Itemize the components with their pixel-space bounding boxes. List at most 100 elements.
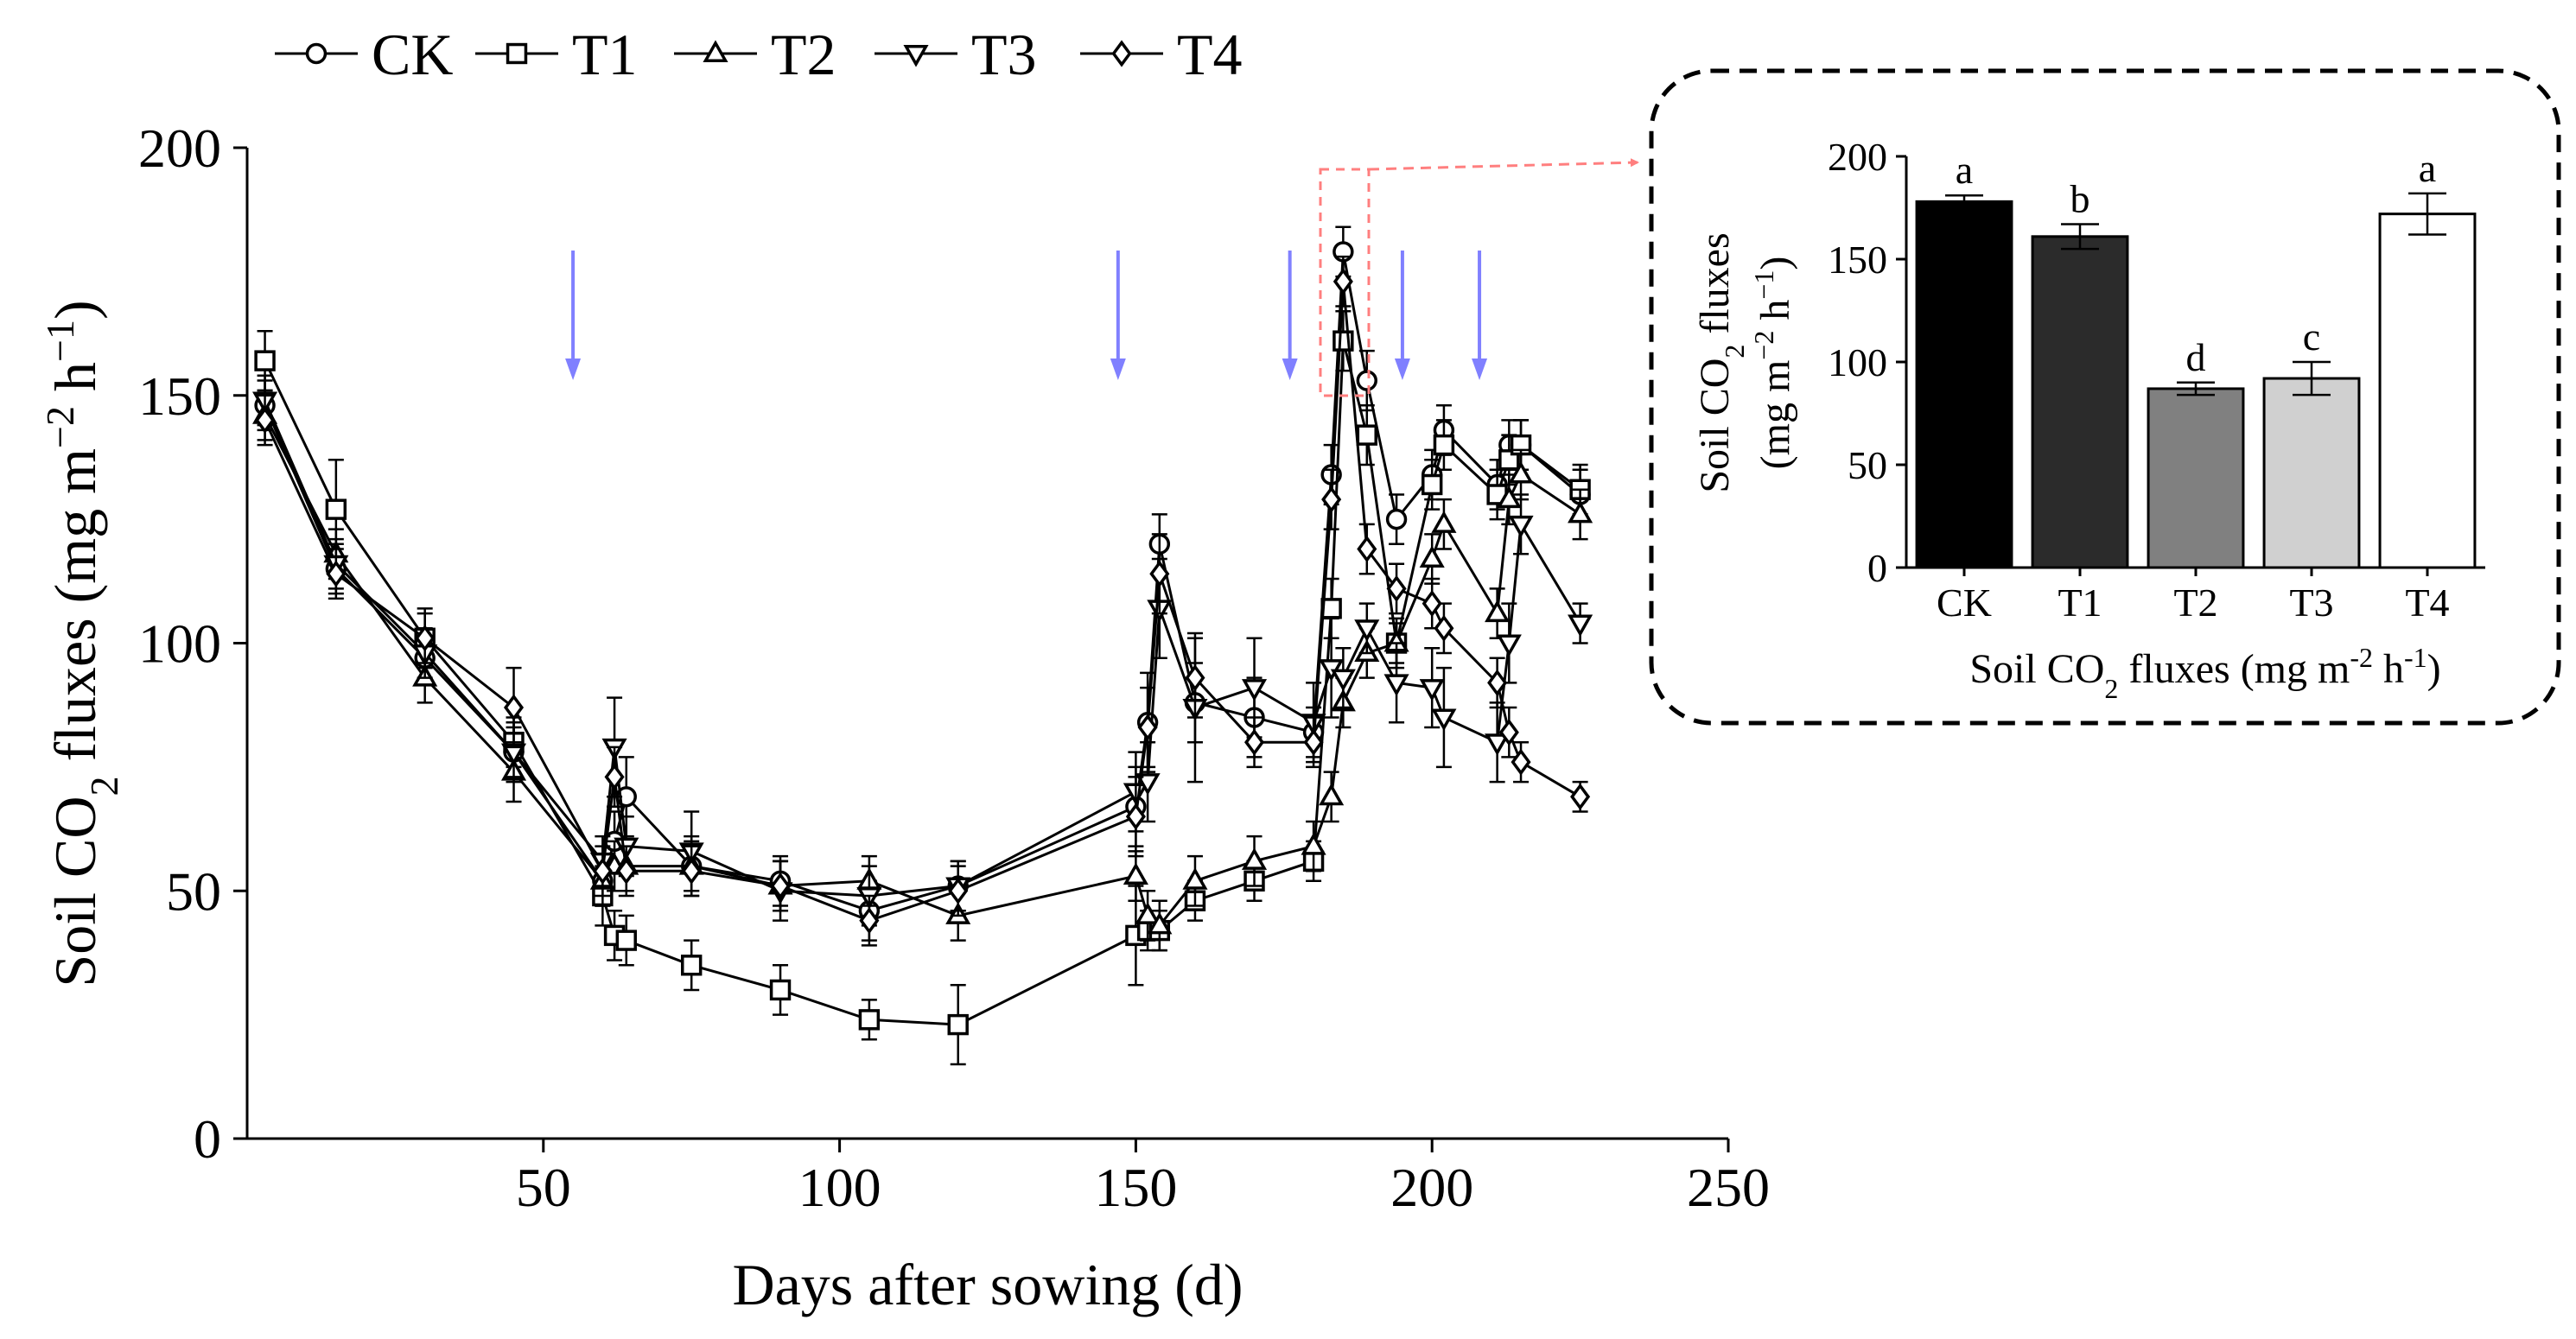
inset-bar: [1915, 200, 2013, 569]
data-point: [1185, 664, 1205, 692]
data-point: [858, 1009, 881, 1031]
data-point: [503, 694, 525, 721]
inset-y-ticks: 0 50 100 150 200: [1828, 135, 1906, 590]
legend-label: T4: [1177, 22, 1243, 87]
inset-bar-group-t4: a T4: [2378, 146, 2477, 625]
data-point: [1243, 728, 1265, 756]
inset-y-tick-label: 50: [1848, 443, 1887, 487]
inset-y-tick-label: 0: [1867, 546, 1887, 590]
data-point: [592, 857, 613, 885]
legend-item-t2: T2: [674, 22, 836, 87]
inset-significance-letter: b: [2070, 177, 2090, 221]
legend-marker: [903, 45, 929, 67]
data-point: [1508, 460, 1534, 484]
data-point: [1321, 485, 1342, 513]
data-point: [1419, 545, 1445, 568]
main-chart: CK T1 T2 T3 T4 0 50 100 150 200 50 100 150 200 250 D…: [38, 22, 1771, 1317]
data-point: [1487, 669, 1508, 696]
data-point: [770, 872, 791, 900]
fertilization-arrow: [1282, 251, 1298, 380]
data-point: [1568, 500, 1593, 524]
data-point: [616, 857, 637, 885]
main-x-tick-label: 100: [798, 1157, 881, 1218]
inset-significance-letter: c: [2303, 314, 2320, 359]
data-point: [1319, 783, 1345, 806]
main-y-tick-label: 200: [138, 117, 221, 179]
fertilization-arrow-head: [565, 359, 582, 380]
data-point: [1356, 424, 1377, 446]
series-t4: [255, 255, 1591, 947]
inset-significance-letter: a: [1956, 148, 1973, 192]
data-point: [1135, 902, 1161, 924]
data-point: [1123, 862, 1148, 885]
legend-marker: [703, 40, 728, 62]
data-point: [948, 877, 969, 904]
main-x-tick-label: 250: [1687, 1157, 1770, 1218]
inset-significance-letter: a: [2419, 146, 2436, 190]
data-point: [1147, 911, 1173, 935]
data-point: [604, 763, 625, 790]
legend-marker: [1111, 40, 1132, 67]
inset-bars-group: a CK b T1 d T2 c T3 a T4: [1915, 146, 2477, 625]
data-point: [681, 955, 703, 976]
inset-bar: [2147, 387, 2245, 569]
data-point: [1422, 590, 1442, 618]
main-x-tick-label: 150: [1094, 1157, 1177, 1218]
legend-item-t4: T4: [1080, 22, 1243, 87]
main-x-tick-label: 200: [1390, 1157, 1473, 1218]
data-point: [325, 498, 347, 520]
legend-marker: [506, 42, 528, 65]
inset-x-tick-label: T3: [2289, 581, 2333, 625]
main-y-tick-label: 150: [138, 365, 221, 427]
main-series-group: [252, 225, 1593, 1066]
legend-label: T2: [771, 22, 836, 87]
inset-y-axis-label-line1: Soil CO2 fluxes: [1692, 232, 1750, 492]
inset-axes: 0 50 100 150 200: [1828, 135, 2485, 590]
data-point: [1433, 434, 1455, 456]
fertilization-arrow: [1394, 251, 1410, 380]
zoom-highlight-box: [1319, 168, 1371, 397]
main-y-tick-label: 0: [194, 1108, 221, 1170]
data-point: [1354, 619, 1380, 642]
data-point: [1496, 485, 1522, 509]
inset-bar-group-t2: d T2: [2147, 335, 2245, 625]
main-x-tick-label: 50: [516, 1157, 571, 1218]
data-point: [769, 979, 792, 1001]
series-line: [264, 340, 1581, 1026]
inset-bar-group-ck: a CK: [1915, 148, 2013, 625]
series-line: [264, 415, 1581, 928]
legend-label: T1: [572, 22, 638, 87]
inset-bar: [2031, 235, 2129, 569]
data-point: [1330, 669, 1356, 692]
legend-item-t1: T1: [475, 22, 638, 87]
data-point: [1385, 508, 1408, 530]
legend: CK T1 T2 T3 T4: [275, 22, 1243, 87]
fertilization-arrow: [1110, 251, 1126, 380]
data-point: [1496, 634, 1522, 657]
legend-item-ck: CK: [275, 22, 453, 87]
inset-chart: 0 50 100 150 200 a CK b T1 d T2 c T3 a T4 Soil CO2 fl…: [1649, 68, 2561, 726]
data-point: [1431, 511, 1457, 533]
data-point: [1419, 679, 1445, 701]
data-point: [1422, 473, 1443, 496]
fertilization-arrow-head: [1472, 359, 1488, 380]
data-point: [1485, 600, 1511, 623]
legend-label: T3: [971, 22, 1037, 87]
main-y-ticks: 0 50 100 150 200: [138, 117, 247, 1170]
legend-marker: [305, 42, 328, 65]
inset-y-tick-label: 100: [1828, 340, 1887, 384]
inset-y-tick-label: 150: [1828, 238, 1887, 282]
data-point: [1182, 867, 1208, 890]
inset-bar: [2262, 377, 2361, 569]
inset-bar: [2378, 213, 2477, 569]
inset-bar-group-t1: b T1: [2031, 177, 2129, 625]
data-point: [615, 930, 637, 951]
data-point: [1241, 847, 1268, 870]
inset-x-tick-label: CK: [1937, 581, 1992, 625]
inset-x-tick-label: T4: [2405, 581, 2449, 625]
data-point: [1511, 748, 1531, 776]
legend-label: CK: [372, 22, 453, 87]
data-point: [1498, 719, 1519, 746]
